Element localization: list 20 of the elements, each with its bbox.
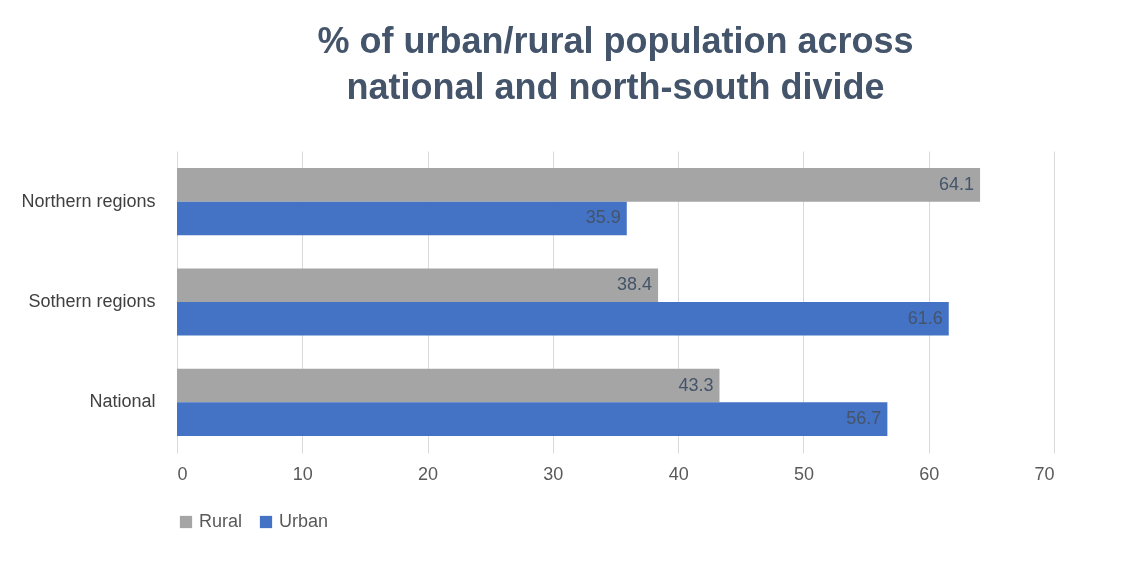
- x-tick-label: 40: [668, 463, 689, 484]
- x-tick-label: 50: [793, 463, 814, 484]
- legend-label: Rural: [199, 511, 243, 531]
- data-label: 35.9: [585, 207, 621, 228]
- x-tick-label: 0: [177, 463, 188, 484]
- data-label: 38.4: [617, 274, 653, 295]
- chart-title: % of urban/rural population across national and north-south divide: [317, 20, 914, 107]
- x-tick-label: 30: [543, 463, 564, 484]
- data-label: 43.3: [678, 374, 714, 395]
- y-tick-label: Northern regions: [21, 190, 156, 211]
- x-tick-label: 10: [292, 463, 313, 484]
- x-tick-label: 70: [1034, 463, 1055, 484]
- x-tick-label: 60: [919, 463, 940, 484]
- y-tick-label: Sothern regions: [28, 291, 156, 311]
- x-tick-label: 20: [418, 463, 439, 484]
- y-tick-label: National: [89, 391, 156, 412]
- data-label: 61.6: [907, 307, 943, 328]
- data-label: 64.1: [939, 173, 975, 194]
- data-label: 56.7: [846, 408, 882, 429]
- legend-label: Urban: [279, 511, 329, 531]
